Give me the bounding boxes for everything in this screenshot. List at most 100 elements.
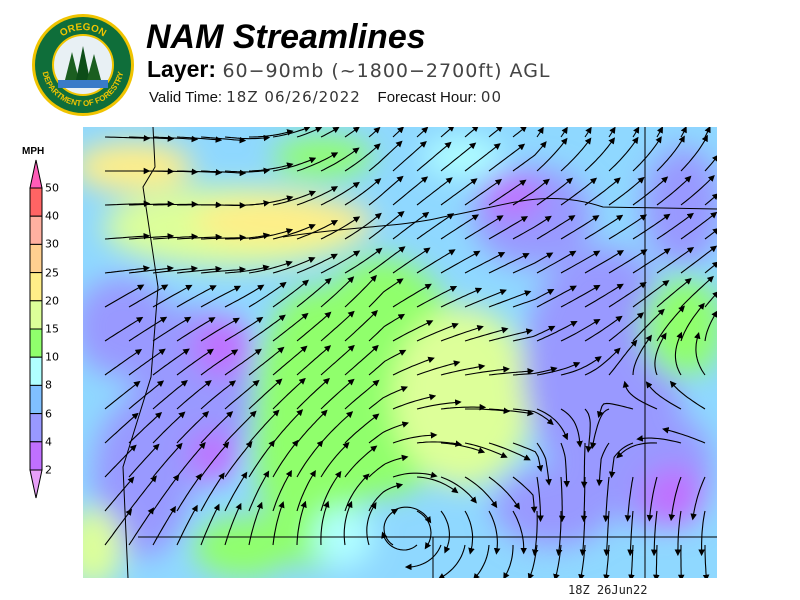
streamline	[272, 469, 292, 512]
streamline	[488, 143, 526, 172]
streamline	[176, 285, 217, 308]
streamline	[152, 316, 192, 342]
streamline	[616, 442, 658, 459]
streamline	[596, 442, 610, 487]
streamline	[200, 285, 242, 308]
streamline	[368, 175, 404, 206]
state-borders	[122, 127, 717, 578]
streamline	[536, 476, 544, 523]
streamline	[128, 316, 168, 342]
streamline	[343, 500, 353, 546]
legend-swatch	[29, 187, 43, 217]
wind-speed-area	[393, 307, 533, 487]
streamline	[224, 284, 265, 308]
streamline	[152, 411, 186, 444]
streamline	[488, 127, 504, 138]
streamline	[392, 283, 432, 308]
streamline	[104, 316, 144, 342]
streamline	[248, 501, 263, 546]
streamline	[488, 290, 532, 308]
streamline	[440, 214, 479, 240]
streamline	[627, 510, 634, 557]
streamline	[200, 472, 225, 512]
streamline	[152, 380, 188, 410]
streamline	[653, 544, 660, 578]
streamline	[104, 200, 151, 208]
streamline	[200, 441, 230, 478]
streamline	[128, 475, 157, 512]
streamline	[465, 407, 511, 415]
streamline	[272, 439, 299, 478]
wind-speed-area	[643, 467, 703, 527]
streamline	[416, 141, 452, 172]
streamline	[366, 501, 377, 546]
streamline-map[interactable]	[83, 127, 717, 578]
streamline	[224, 264, 270, 274]
streamline	[248, 162, 294, 172]
streamline	[296, 219, 339, 240]
streamline	[392, 393, 437, 410]
streamline	[128, 380, 165, 410]
streamline	[392, 176, 429, 206]
streamline	[464, 510, 475, 555]
streamline	[104, 380, 141, 410]
streamline	[597, 402, 634, 419]
forecast-hour-value: 00	[480, 88, 502, 106]
streamline	[440, 250, 481, 274]
streamline	[320, 441, 350, 478]
streamline	[632, 308, 665, 342]
streamline	[272, 190, 317, 206]
streamline	[536, 127, 544, 138]
streamline	[224, 410, 257, 444]
streamline	[416, 213, 455, 240]
wind-speed-area	[193, 197, 373, 247]
streamline	[200, 136, 247, 144]
streamline	[296, 345, 332, 376]
streamline	[296, 253, 338, 274]
streamline	[608, 249, 648, 274]
streamline	[416, 127, 429, 138]
streamline	[392, 432, 438, 444]
streamline	[488, 442, 531, 461]
streamline	[632, 136, 662, 172]
streamline	[392, 127, 405, 138]
streamline	[392, 141, 427, 172]
streamline	[416, 249, 456, 274]
streamline	[296, 440, 324, 478]
legend-swatch	[29, 215, 43, 245]
streamline	[488, 510, 501, 555]
streamline	[248, 439, 275, 478]
streamline	[512, 178, 550, 206]
streamline	[488, 328, 533, 342]
streamline	[224, 502, 242, 546]
streamline	[440, 325, 484, 342]
streamline	[368, 278, 404, 308]
streamline	[464, 215, 504, 240]
streamline	[320, 500, 330, 546]
wind-speed-area	[483, 177, 543, 217]
streamline	[531, 510, 539, 557]
streamline	[560, 408, 583, 448]
map-timestamp: 18Z 26Jun22	[568, 583, 648, 597]
streamline	[104, 508, 133, 546]
streamline	[536, 320, 578, 342]
streamline	[248, 281, 287, 308]
legend-level-label: 2	[45, 463, 52, 477]
wind-speed-area	[83, 142, 193, 192]
wind-speed-legend	[29, 159, 43, 499]
wind-speed-area	[83, 507, 123, 578]
streamline	[416, 285, 458, 308]
streamline	[368, 210, 405, 240]
streamline	[536, 285, 577, 308]
streamline	[632, 213, 671, 240]
streamline	[128, 507, 155, 546]
streamline	[128, 443, 160, 478]
streamline	[128, 135, 175, 142]
streamline	[392, 506, 432, 524]
streamline	[512, 215, 552, 240]
streamline	[152, 442, 183, 478]
streamline	[344, 274, 377, 308]
streamline	[200, 411, 234, 444]
streamline	[440, 442, 486, 454]
